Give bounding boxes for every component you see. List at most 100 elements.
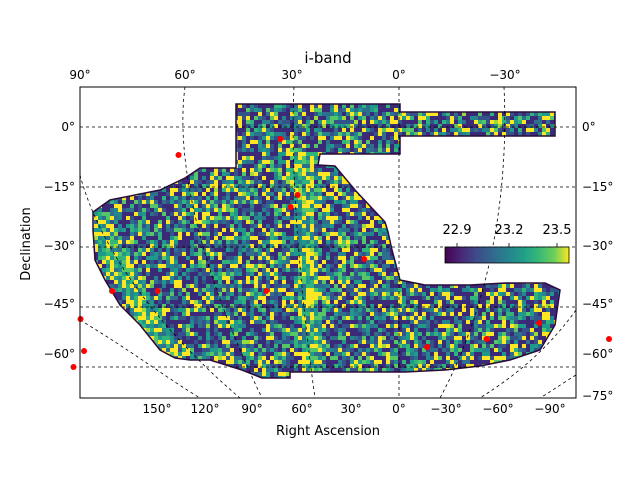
heatmap-cell — [198, 188, 202, 192]
heatmap-cell — [166, 100, 170, 104]
heatmap-cell — [334, 196, 338, 200]
heatmap-cell — [206, 260, 210, 264]
heatmap-cell — [362, 148, 366, 152]
heatmap-cell — [326, 264, 330, 268]
heatmap-cell — [238, 152, 242, 156]
heatmap-cell — [282, 124, 286, 128]
heatmap-cell — [470, 132, 474, 136]
heatmap-cell — [194, 140, 198, 144]
heatmap-cell — [270, 148, 274, 152]
heatmap-cell — [330, 236, 334, 240]
heatmap-cell — [186, 128, 190, 132]
heatmap-cell — [174, 240, 178, 244]
heatmap-cell — [98, 168, 102, 172]
heatmap-cell — [234, 212, 238, 216]
heatmap-cell — [150, 168, 154, 172]
heatmap-cell — [134, 160, 138, 164]
heatmap-cell — [382, 120, 386, 124]
heatmap-cell — [138, 144, 142, 148]
heatmap-cell — [410, 248, 414, 252]
heatmap-cell — [462, 164, 466, 168]
heatmap-cell — [198, 128, 202, 132]
heatmap-cell — [470, 180, 474, 184]
heatmap-cell — [238, 260, 242, 264]
heatmap-cell — [146, 236, 150, 240]
heatmap-cell — [270, 216, 274, 220]
heatmap-cell — [382, 116, 386, 120]
heatmap-cell — [110, 220, 114, 224]
heatmap-cell — [258, 140, 262, 144]
heatmap-cell — [406, 168, 410, 172]
heatmap-cell — [438, 128, 442, 132]
heatmap-cell — [502, 264, 506, 268]
heatmap-cell — [214, 264, 218, 268]
heatmap-cell — [334, 124, 338, 128]
heatmap-cell — [110, 228, 114, 232]
heatmap-cell — [354, 240, 358, 244]
heatmap-cell — [242, 140, 246, 144]
heatmap-cell — [426, 228, 430, 232]
heatmap-cell — [174, 212, 178, 216]
chart-title: i-band — [304, 49, 351, 67]
heatmap-cell — [186, 180, 190, 184]
heatmap-cell — [486, 188, 490, 192]
heatmap-cell — [554, 192, 558, 196]
heatmap-cell — [246, 224, 250, 228]
heatmap-cell — [434, 240, 438, 244]
heatmap-cell — [98, 188, 102, 192]
heatmap-cell — [474, 100, 478, 104]
heatmap-cell — [178, 236, 182, 240]
heatmap-cell — [210, 260, 214, 264]
heatmap-cell — [402, 212, 406, 216]
heatmap-cell — [130, 252, 134, 256]
heatmap-cell — [166, 212, 170, 216]
heatmap-cell — [186, 188, 190, 192]
heatmap-cell — [134, 108, 138, 112]
heatmap-cell — [390, 160, 394, 164]
heatmap-cell — [282, 164, 286, 168]
heatmap-cell — [470, 208, 474, 212]
heatmap-cell — [114, 204, 118, 208]
heatmap-cell — [526, 120, 530, 124]
heatmap-cell — [246, 184, 250, 188]
heatmap-cell — [158, 176, 162, 180]
heatmap-cell — [534, 124, 538, 128]
heatmap-cell — [242, 224, 246, 228]
heatmap-cell — [330, 124, 334, 128]
heatmap-cell — [498, 104, 502, 108]
heatmap-cell — [134, 232, 138, 236]
heatmap-cell — [390, 256, 394, 260]
heatmap-cell — [330, 180, 334, 184]
heatmap-cell — [538, 176, 542, 180]
heatmap-cell — [422, 132, 426, 136]
heatmap-cell — [330, 156, 334, 160]
heatmap-cell — [418, 196, 422, 200]
heatmap-cell — [310, 176, 314, 180]
heatmap-cell — [538, 100, 542, 104]
heatmap-cell — [438, 212, 442, 216]
heatmap-cell — [158, 112, 162, 116]
heatmap-cell — [158, 172, 162, 176]
heatmap-cell — [470, 148, 474, 152]
heatmap-cell — [394, 108, 398, 112]
heatmap-cell — [490, 168, 494, 172]
heatmap-cell — [342, 228, 346, 232]
heatmap-cell — [238, 188, 242, 192]
heatmap-cell — [422, 252, 426, 256]
heatmap-cell — [506, 120, 510, 124]
heatmap-cell — [262, 244, 266, 248]
heatmap-cell — [526, 224, 530, 228]
heatmap-cell — [386, 216, 390, 220]
heatmap-cell — [142, 152, 146, 156]
heatmap-cell — [346, 136, 350, 140]
heatmap-cell — [494, 188, 498, 192]
heatmap-cell — [138, 228, 142, 232]
heatmap-cell — [174, 232, 178, 236]
heatmap-cell — [454, 204, 458, 208]
heatmap-cell — [442, 216, 446, 220]
heatmap-cell — [438, 248, 442, 252]
heatmap-cell — [278, 112, 282, 116]
heatmap-cell — [350, 168, 354, 172]
heatmap-cell — [334, 156, 338, 160]
heatmap-cell — [238, 256, 242, 260]
